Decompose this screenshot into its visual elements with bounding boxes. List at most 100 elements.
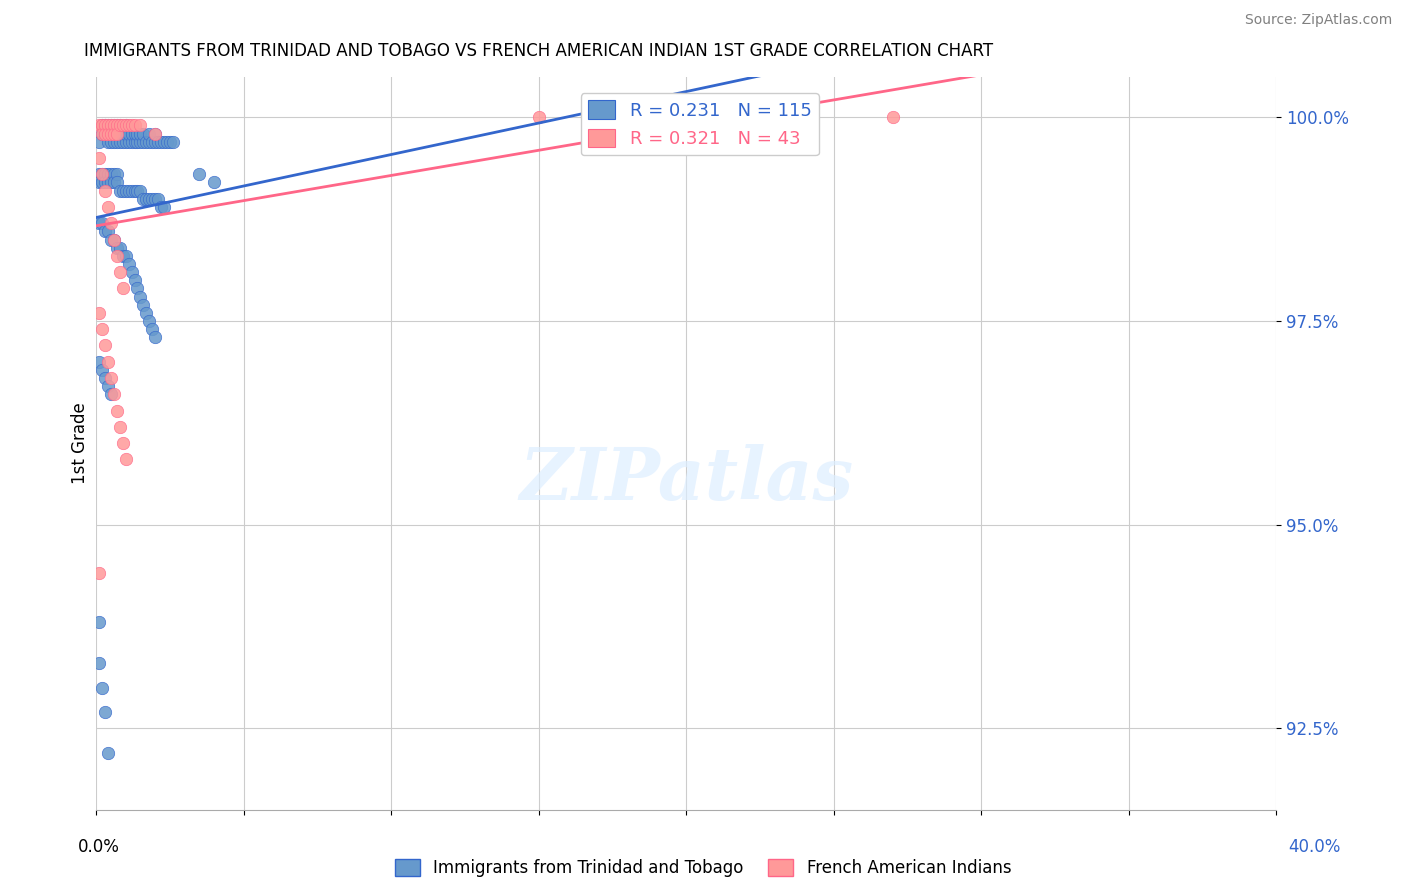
Point [103, 127, 125, 141]
Point [97, 119, 120, 133]
Legend: Immigrants from Trinidad and Tobago, French American Indians: Immigrants from Trinidad and Tobago, Fre… [388, 852, 1018, 884]
Point [124, 119, 146, 133]
Point [89, 306, 111, 320]
Point [527, 111, 550, 125]
Point [103, 176, 125, 190]
Point [143, 192, 166, 206]
Point [114, 127, 136, 141]
Point [135, 135, 157, 149]
Point [114, 119, 136, 133]
Point [97, 167, 120, 181]
Point [117, 127, 139, 141]
Point [100, 387, 122, 401]
Point [100, 119, 122, 133]
Point [153, 135, 176, 149]
Point [94, 167, 117, 181]
Point [143, 127, 166, 141]
Point [734, 111, 756, 125]
Point [97, 135, 120, 149]
Point [97, 354, 120, 368]
Point [89, 615, 111, 630]
Point [91, 127, 114, 141]
Point [111, 184, 134, 198]
Point [105, 241, 128, 255]
Point [127, 184, 149, 198]
Point [89, 566, 111, 581]
Point [94, 119, 117, 133]
Point [103, 233, 125, 247]
Point [143, 330, 166, 344]
Point [97, 224, 120, 238]
Point [135, 192, 157, 206]
Point [121, 119, 143, 133]
Point [103, 135, 125, 149]
Point [89, 176, 111, 190]
Legend: R = 0.231   N = 115, R = 0.321   N = 43: R = 0.231 N = 115, R = 0.321 N = 43 [581, 93, 818, 155]
Point [100, 216, 122, 230]
Point [141, 322, 163, 336]
Point [94, 119, 117, 133]
Point [105, 167, 128, 181]
Point [132, 192, 155, 206]
Point [114, 184, 136, 198]
Point [97, 176, 120, 190]
Point [127, 281, 149, 295]
Point [150, 135, 173, 149]
Point [91, 167, 114, 181]
Text: 40.0%: 40.0% [1288, 838, 1341, 855]
Point [121, 265, 143, 279]
Point [108, 241, 131, 255]
Point [132, 135, 155, 149]
Point [105, 119, 128, 133]
Point [97, 127, 120, 141]
Point [91, 119, 114, 133]
Point [103, 233, 125, 247]
Point [117, 119, 139, 133]
Point [103, 119, 125, 133]
Point [97, 746, 120, 760]
Point [94, 127, 117, 141]
Point [89, 216, 111, 230]
Point [91, 363, 114, 377]
Point [89, 354, 111, 368]
Point [135, 306, 157, 320]
Point [94, 705, 117, 719]
Point [91, 176, 114, 190]
Point [108, 184, 131, 198]
Point [103, 167, 125, 181]
Point [89, 167, 111, 181]
Point [100, 371, 122, 385]
Point [162, 135, 184, 149]
Point [124, 127, 146, 141]
Point [114, 119, 136, 133]
Point [89, 151, 111, 165]
Point [105, 127, 128, 141]
Point [111, 127, 134, 141]
Point [97, 119, 120, 133]
Text: ZIPatlas: ZIPatlas [519, 444, 853, 516]
Point [91, 216, 114, 230]
Point [100, 127, 122, 141]
Point [89, 656, 111, 670]
Y-axis label: 1st Grade: 1st Grade [72, 402, 89, 484]
Point [124, 273, 146, 287]
Point [97, 127, 120, 141]
Point [129, 127, 152, 141]
Point [202, 176, 225, 190]
Point [103, 119, 125, 133]
Point [138, 314, 160, 328]
Point [117, 135, 139, 149]
Point [143, 127, 166, 141]
Point [105, 249, 128, 263]
Point [188, 167, 211, 181]
Point [141, 192, 163, 206]
Point [129, 119, 152, 133]
Point [91, 322, 114, 336]
Point [121, 135, 143, 149]
Point [103, 127, 125, 141]
Point [89, 119, 111, 133]
Point [94, 127, 117, 141]
Point [146, 135, 169, 149]
Point [89, 135, 111, 149]
Text: Source: ZipAtlas.com: Source: ZipAtlas.com [1244, 13, 1392, 28]
